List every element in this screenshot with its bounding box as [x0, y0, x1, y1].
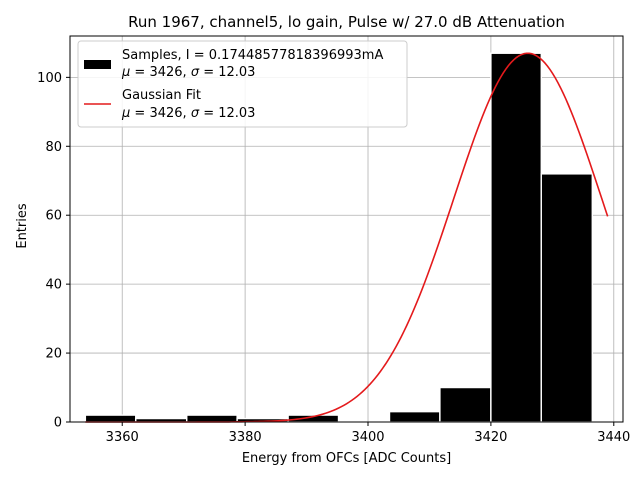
histogram-bar	[540, 173, 593, 423]
y-tick-label: 80	[45, 140, 62, 155]
chart-title: Run 1967, channel5, lo gain, Pulse w/ 27…	[128, 13, 565, 31]
histogram-bar	[388, 410, 441, 423]
x-axis-label: Energy from OFCs [ADC Counts]	[242, 451, 451, 466]
y-tick-label: 100	[37, 71, 62, 86]
legend: Samples, I = 0.17448577818396993mA μ = 3…	[77, 40, 408, 128]
legend-fit-label: Gaussian Fit	[122, 88, 201, 103]
x-tick-label: 3400	[351, 430, 384, 445]
legend-fit-stats: μ = 3426, σ = 12.03	[121, 106, 255, 121]
plot-area-frame	[69, 35, 624, 423]
x-tick-label: 3380	[229, 430, 262, 445]
y-axis-ticks: 0 20 40 60 80 100	[37, 71, 70, 431]
histogram-bar	[84, 414, 137, 423]
legend-samples-stats: μ = 3426, σ = 12.03	[121, 65, 255, 80]
x-tick-label: 3360	[106, 430, 139, 445]
y-tick-label: 40	[45, 278, 62, 293]
legend-samples-label: Samples, I = 0.17448577818396993mA	[122, 48, 383, 63]
x-tick-label: 3440	[597, 430, 630, 445]
y-tick-label: 20	[45, 347, 62, 362]
x-tick-label: 3420	[474, 430, 507, 445]
histogram-bars	[84, 52, 593, 423]
histogram-bar	[439, 386, 492, 423]
y-axis-label: Entries	[15, 203, 30, 249]
legend-samples-swatch	[84, 60, 111, 69]
legend-box	[77, 40, 408, 128]
histogram-bar	[490, 52, 542, 423]
x-axis-ticks: 3360 3380 3400 3420 3440	[106, 422, 630, 445]
y-tick-label: 0	[54, 416, 62, 431]
histogram-bar	[186, 414, 238, 423]
y-tick-label: 60	[45, 209, 62, 224]
